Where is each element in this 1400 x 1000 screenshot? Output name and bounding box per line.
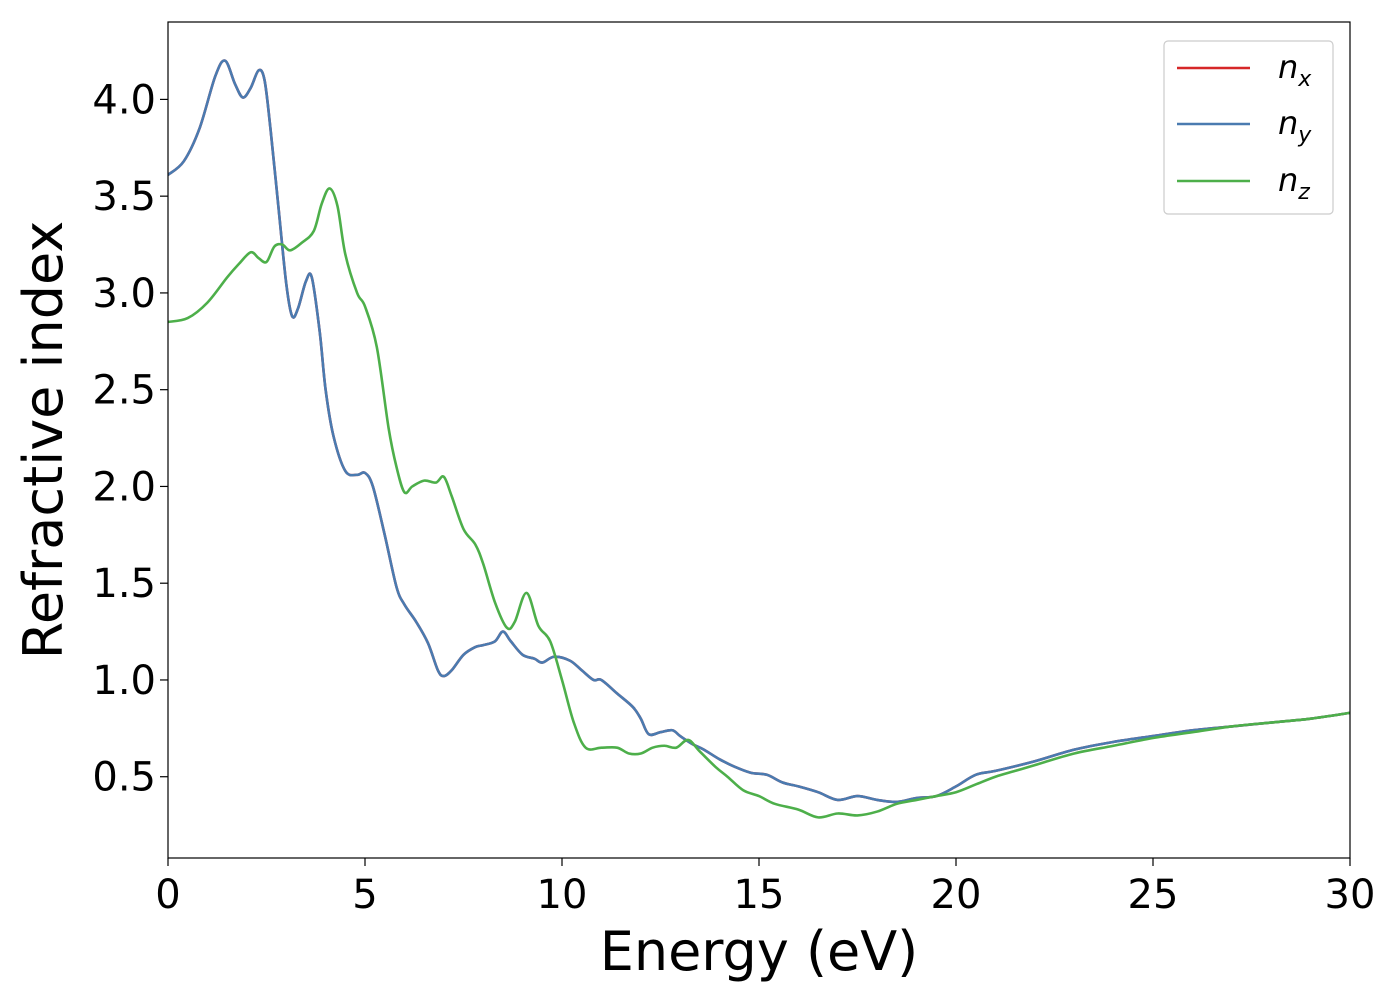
- series-line-ny: [168, 59, 1350, 804]
- legend-label-base: n: [1278, 161, 1298, 199]
- legend-frame: [1163, 40, 1334, 215]
- y-axis-title: Refractive index: [12, 221, 75, 660]
- series-layer: [168, 59, 1350, 819]
- legend-label-nx: nx: [1278, 48, 1312, 92]
- x-tick-label: 0: [155, 872, 180, 918]
- x-tick-label: 30: [1325, 872, 1376, 918]
- x-axis-title: Energy (eV): [600, 920, 919, 983]
- y-tick-label: 4.0: [92, 77, 156, 123]
- legend-label-subscript: z: [1297, 180, 1310, 205]
- legend-label-nz: nz: [1278, 161, 1310, 205]
- x-tick-label: 5: [352, 872, 377, 918]
- series-line-nz: [168, 187, 1350, 819]
- legend-label-base: n: [1278, 104, 1298, 142]
- y-tick-label: 0.5: [92, 755, 156, 801]
- y-tick-label: 2.0: [92, 464, 156, 510]
- x-tick-label: 20: [931, 872, 982, 918]
- legend-label-subscript: y: [1297, 123, 1312, 148]
- legend-label-subscript: x: [1297, 67, 1312, 92]
- legend-label-ny: ny: [1278, 104, 1312, 148]
- x-tick-label: 25: [1128, 872, 1179, 918]
- y-tick-label: 3.5: [92, 174, 156, 220]
- y-tick-label: 2.5: [92, 368, 156, 414]
- legend-label-base: n: [1278, 48, 1298, 86]
- x-axis: 0 5 10 15 20 25 30: [155, 858, 1375, 918]
- y-tick-label: 1.5: [92, 561, 156, 607]
- x-tick-label: 10: [537, 872, 588, 918]
- x-tick-label: 15: [734, 872, 785, 918]
- y-tick-label: 3.0: [92, 271, 156, 317]
- y-tick-label: 1.0: [92, 658, 156, 704]
- y-axis: 0.5 1.0 1.5 2.0 2.5 3.0 3.5 4.0: [92, 77, 168, 801]
